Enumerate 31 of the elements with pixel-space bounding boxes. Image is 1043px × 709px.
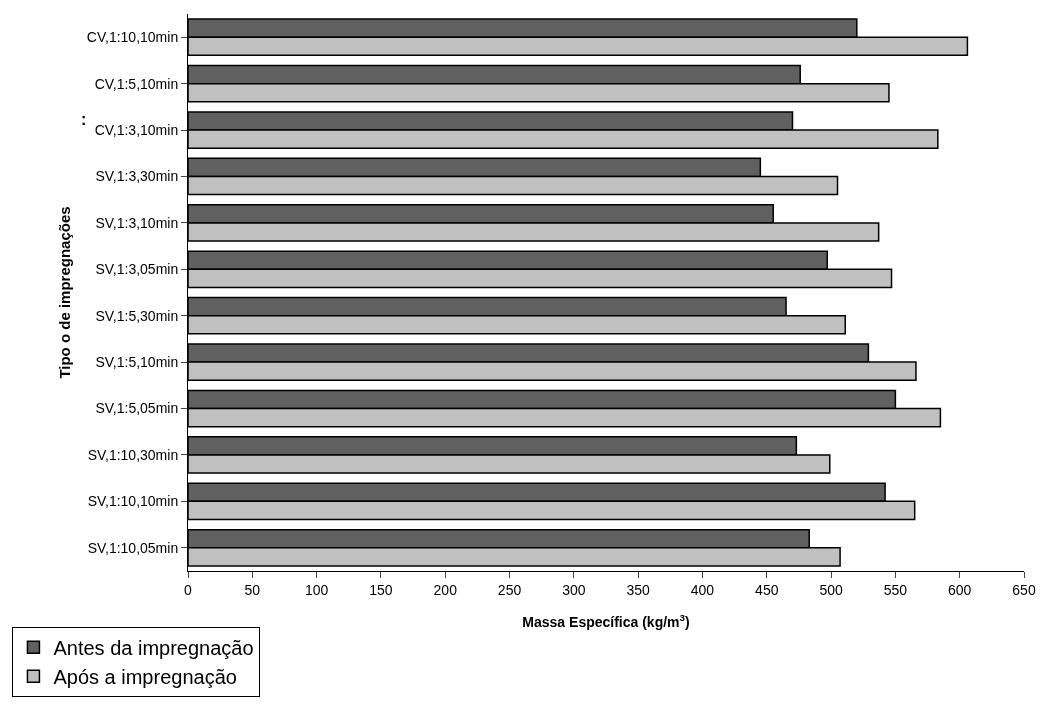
x-tick-label: 450 bbox=[755, 581, 779, 598]
x-tick-label: 0 bbox=[184, 581, 193, 598]
y-tick-label: SV,1:10,05min bbox=[87, 539, 179, 556]
y-tick-label: SV,1:5,30min bbox=[95, 307, 179, 324]
y-axis-title: Tipo o de impregnações bbox=[56, 206, 74, 379]
x-tick-label: 400 bbox=[690, 581, 715, 598]
y-tick-label: SV,1:3,30min bbox=[95, 168, 179, 185]
x-tick-label: 550 bbox=[883, 581, 908, 598]
x-tick-label: 500 bbox=[819, 581, 843, 598]
x-tick-label: 250 bbox=[497, 581, 522, 598]
x-tick-label: 200 bbox=[433, 581, 458, 598]
y-tick-label: CV,1:3,10min bbox=[94, 121, 179, 138]
x-tick-label: 300 bbox=[562, 581, 586, 598]
x-tick-label: 350 bbox=[626, 581, 651, 598]
y-tick-label: SV,1:5,10min bbox=[95, 354, 179, 371]
legend-label: Antes da impregnação bbox=[53, 637, 254, 659]
y-tick-label: SV,1:10,10min bbox=[87, 493, 179, 510]
y-tick-label: SV,1:3,05min bbox=[95, 261, 179, 278]
x-tick-label: 600 bbox=[948, 581, 972, 598]
y-tick-label: CV,1:5,10min bbox=[94, 75, 179, 92]
text: : bbox=[81, 111, 87, 128]
y-tick-label: CV,1:10,10min bbox=[86, 29, 179, 46]
y-tick-label: SV,1:3,10min bbox=[95, 214, 179, 231]
legend-label: Após a impregnação bbox=[53, 666, 237, 688]
x-axis-title: Massa Específica (kg/m$^{3}$) bbox=[522, 612, 690, 631]
x-tick-label: 50 bbox=[244, 581, 261, 598]
y-tick-label: SV,1:5,05min bbox=[95, 400, 179, 417]
x-tick-label: 100 bbox=[304, 581, 329, 598]
x-tick-label: 150 bbox=[369, 581, 393, 598]
x-tick-label: 650 bbox=[1012, 581, 1036, 598]
y-tick-label: SV,1:10,30min bbox=[87, 446, 179, 463]
